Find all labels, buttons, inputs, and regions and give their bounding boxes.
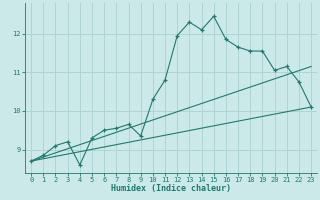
X-axis label: Humidex (Indice chaleur): Humidex (Indice chaleur): [111, 184, 231, 193]
